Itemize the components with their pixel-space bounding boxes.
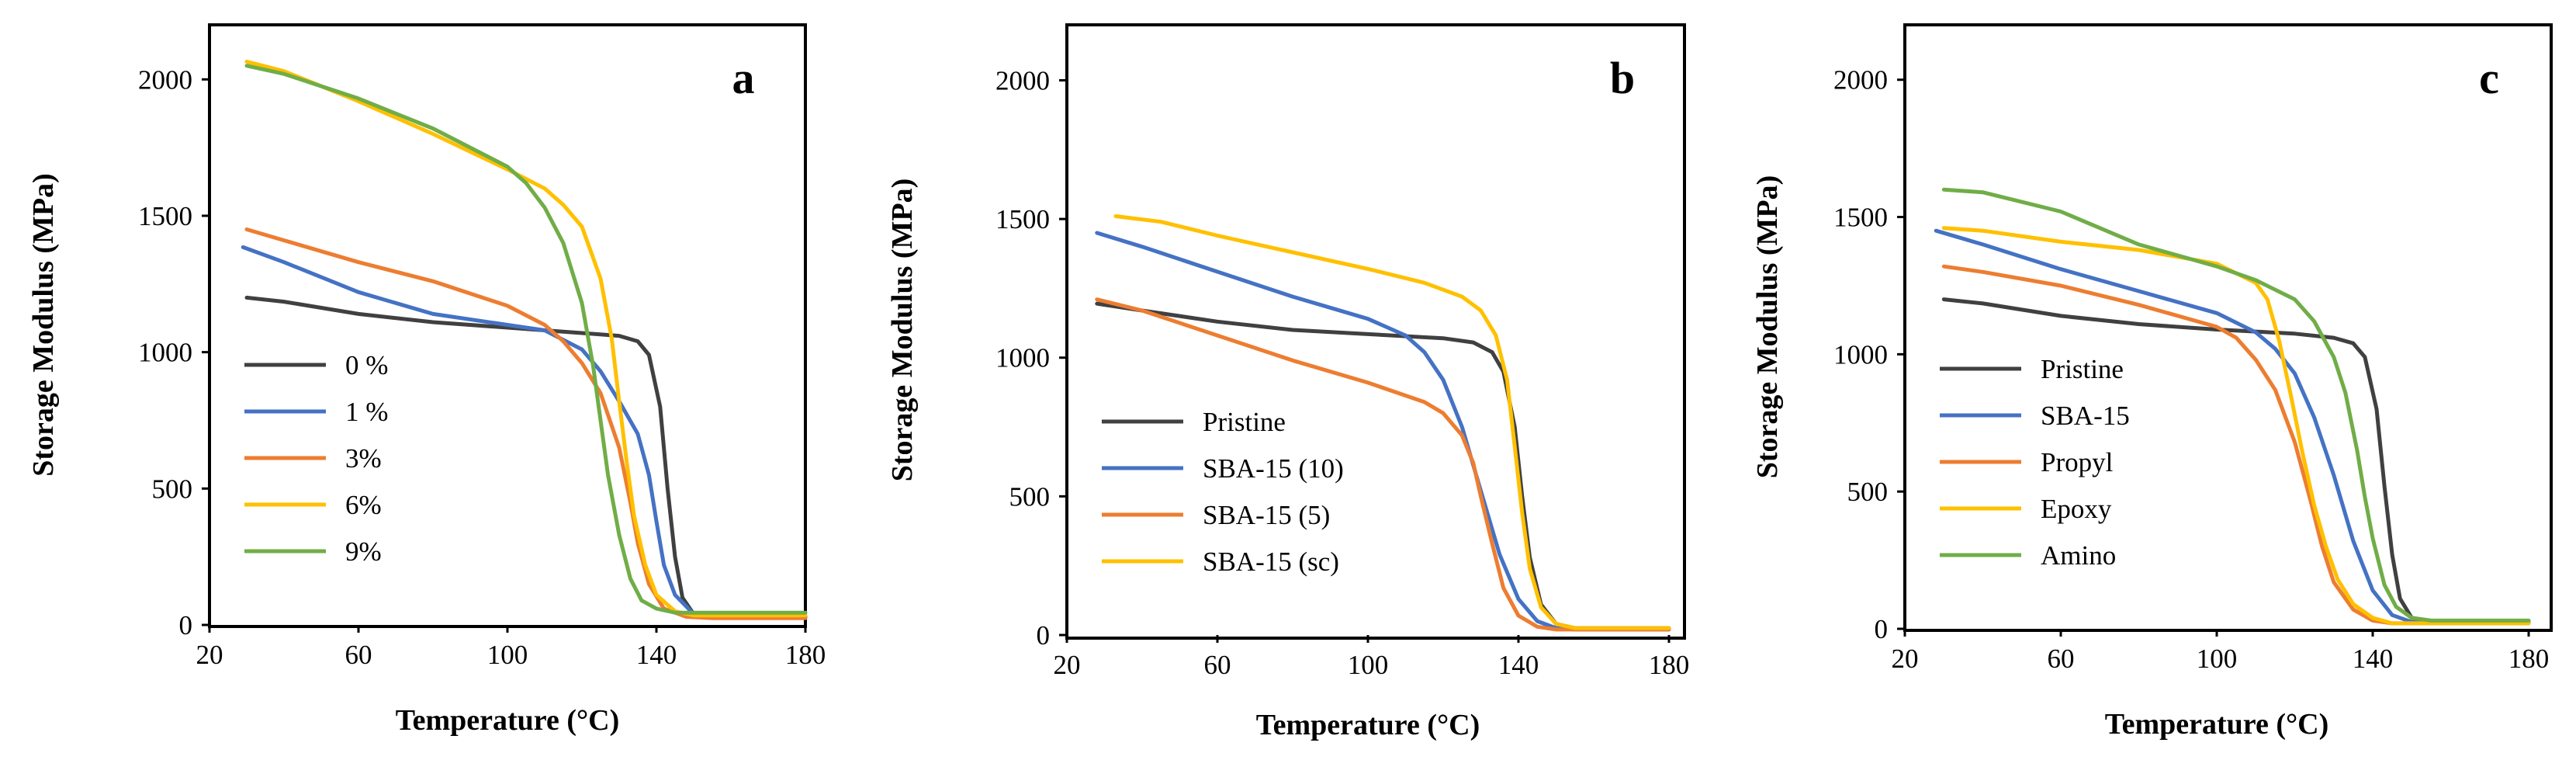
series-line-9- xyxy=(244,64,808,615)
x-tick-label: 60 xyxy=(1204,650,1231,680)
y-tick-label: 1000 xyxy=(1833,339,1888,370)
series-line-sba-15-sc- xyxy=(1113,214,1671,630)
legend-entry: SBA-15 (sc) xyxy=(1203,547,1339,577)
y-tick-label: 1000 xyxy=(138,338,192,368)
legend-entry: 6% xyxy=(345,490,382,520)
x-tick-label: 140 xyxy=(2353,644,2394,674)
series-line-epoxy xyxy=(1941,226,2531,626)
x-tick-label: 60 xyxy=(345,640,372,670)
series-line-6- xyxy=(244,59,808,618)
legend-entry: Amino xyxy=(2041,540,2116,571)
y-tick-label: 0 xyxy=(179,610,193,640)
x-tick-label: 180 xyxy=(785,640,826,670)
legend-entry: 9% xyxy=(345,536,382,567)
x-tick-label: 100 xyxy=(487,640,528,670)
x-axis-label: Temperature (°C) xyxy=(396,704,620,737)
plot-frame xyxy=(1065,23,1686,640)
panel-label: b xyxy=(1610,53,1635,103)
y-tick-label: 2000 xyxy=(1833,65,1888,95)
y-tick-label: 1500 xyxy=(138,201,192,231)
panel-label: a xyxy=(732,53,755,103)
x-tick-label: 180 xyxy=(1649,650,1690,680)
legend-entry: 0 % xyxy=(345,350,388,380)
y-tick-label: 1500 xyxy=(1833,203,1888,233)
y-axis-label: Storage Modulus (MPa) xyxy=(886,179,919,482)
legend-entry: SBA-15 (10) xyxy=(1203,453,1344,484)
chart-panel-c: 20 60 100 140 180 0 500 1000 1500 2000 Temperature… xyxy=(1751,23,2553,741)
y-tick-label: 2000 xyxy=(995,65,1050,95)
plot-frame xyxy=(1903,23,2553,632)
series-line-pristine xyxy=(1095,301,1671,630)
legend-entry: Pristine xyxy=(1203,407,1286,437)
panel-label: c xyxy=(2479,53,2499,103)
y-tick-label: 0 xyxy=(1875,614,1889,644)
legend-entry: 1 % xyxy=(345,397,388,427)
x-tick-label: 140 xyxy=(636,640,677,670)
y-tick-label: 500 xyxy=(152,474,193,504)
y-axis-label: Storage Modulus (MPa) xyxy=(1751,175,1784,479)
series-line-propyl xyxy=(1941,264,2531,626)
x-tick-label: 100 xyxy=(1348,650,1389,680)
chart-panel-a: 20 60 100 140 180 0 500 1000 1500 2000 Temperature… xyxy=(27,23,826,737)
x-tick-label: 20 xyxy=(1892,644,1919,674)
x-axis-label: Temperature (°C) xyxy=(2105,708,2329,741)
y-axis-label: Storage Modulus (MPa) xyxy=(27,173,60,477)
series-line-sba-15 xyxy=(1934,228,2531,624)
legend-entry: Pristine xyxy=(2041,354,2124,384)
y-tick-label: 500 xyxy=(1847,477,1889,507)
series-line-1- xyxy=(241,245,808,619)
legend-entry: SBA-15 (5) xyxy=(1203,500,1330,530)
series-line-sba-15-10- xyxy=(1095,231,1671,632)
y-tick-label: 0 xyxy=(1037,620,1051,651)
y-tick-label: 1500 xyxy=(995,204,1050,234)
x-tick-label: 180 xyxy=(2508,644,2550,674)
x-tick-label: 20 xyxy=(196,640,223,670)
x-tick-label: 140 xyxy=(1498,650,1539,680)
series-line-amino xyxy=(1941,187,2531,623)
legend-entry: Epoxy xyxy=(2041,494,2112,524)
legend-entry: Propyl xyxy=(2041,447,2114,477)
series-line-3- xyxy=(244,227,808,620)
y-tick-label: 500 xyxy=(1009,481,1051,512)
x-tick-label: 20 xyxy=(1054,650,1081,680)
chart-panel-b: 20 60 100 140 180 0 500 1000 1500 2000 Temperature… xyxy=(886,23,1690,741)
x-tick-label: 60 xyxy=(2048,644,2075,674)
y-tick-label: 1000 xyxy=(995,343,1050,373)
series-line-pristine xyxy=(1941,297,2531,624)
legend-entry: SBA-15 xyxy=(2041,401,2130,431)
x-tick-label: 100 xyxy=(2197,644,2238,674)
series-line-sba-15-5- xyxy=(1095,297,1671,632)
series-line-0- xyxy=(244,295,808,619)
y-tick-label: 2000 xyxy=(138,64,192,95)
x-axis-label: Temperature (°C) xyxy=(1256,709,1480,741)
legend-entry: 3% xyxy=(345,443,382,474)
